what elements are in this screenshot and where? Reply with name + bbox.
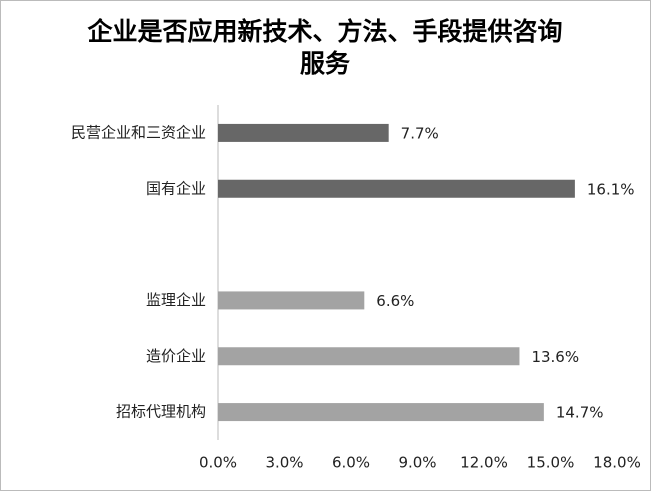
bar	[218, 123, 389, 142]
value-label: 13.6%	[531, 348, 579, 366]
y-tick-label: 民营企业和三资企业	[71, 123, 206, 141]
value-label: 14.7%	[556, 404, 604, 422]
y-tick-label: 造价企业	[146, 347, 206, 365]
x-tick-label: 3.0%	[265, 454, 303, 472]
y-tick-label: 招标代理机构	[116, 403, 206, 421]
x-tick-label: 6.0%	[332, 454, 370, 472]
y-tick-label: 监理企业	[146, 291, 206, 309]
x-tick-label: 0.0%	[199, 454, 237, 472]
bar	[218, 347, 520, 366]
bar	[218, 291, 365, 310]
bar	[218, 179, 575, 198]
value-label: 16.1%	[587, 180, 635, 198]
x-tick-label: 18.0%	[593, 454, 641, 472]
x-tick-label: 12.0%	[460, 454, 508, 472]
bar	[218, 403, 544, 422]
chart-title: 企业是否应用新技术、方法、手段提供咨询服务	[87, 17, 563, 78]
y-tick-label: 国有企业	[146, 179, 206, 197]
value-label: 7.7%	[401, 124, 439, 142]
x-tick-label: 9.0%	[398, 454, 436, 472]
x-tick-label: 15.0%	[527, 454, 575, 472]
value-label: 6.6%	[376, 292, 414, 310]
